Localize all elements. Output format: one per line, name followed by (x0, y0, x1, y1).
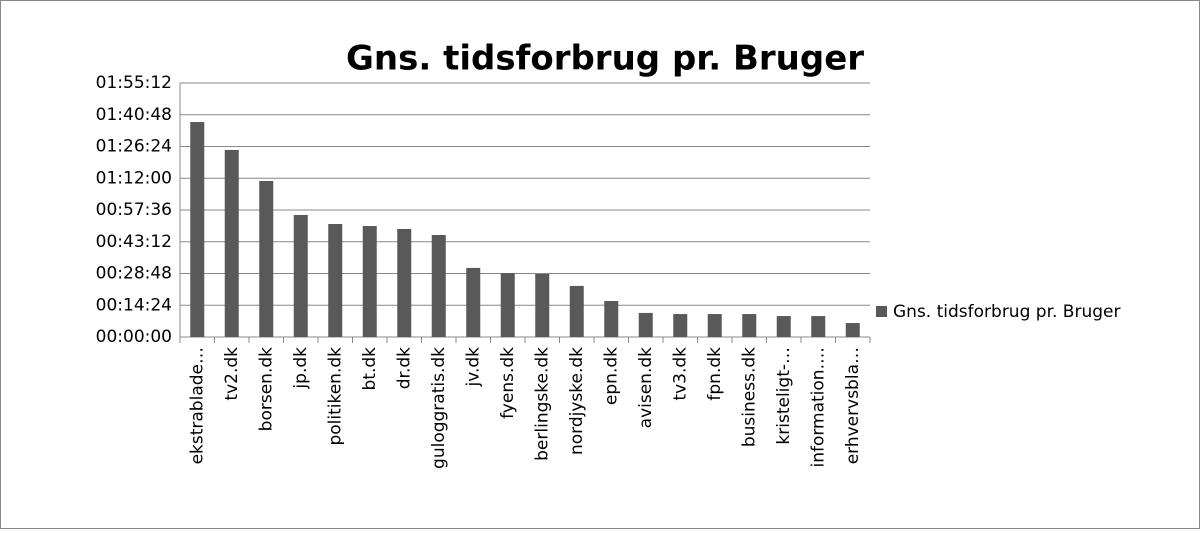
legend-swatch (876, 306, 887, 317)
x-tick-label: nordjyske.dk (567, 347, 587, 455)
bar (362, 226, 377, 337)
x-tick-label: jp.dk (291, 347, 311, 390)
bar (845, 323, 860, 337)
bar (190, 122, 205, 338)
y-tick-label: 01:12:00 (96, 168, 172, 188)
y-tick-label: 01:40:48 (96, 105, 172, 125)
x-tick-label: politiken.dk (325, 347, 345, 446)
x-tick-label: jv.dk (463, 347, 483, 388)
bar (569, 285, 584, 337)
y-tick-label: 01:55:12 (96, 73, 172, 93)
bar (500, 273, 515, 337)
x-tick-label: fpn.dk (705, 347, 725, 401)
bar (466, 267, 481, 337)
x-tick-label: avisen.dk (636, 347, 656, 428)
bar (776, 316, 791, 337)
bar (293, 214, 308, 337)
bar (259, 181, 274, 337)
bar (742, 314, 757, 337)
bar (397, 228, 412, 337)
bar (328, 224, 343, 337)
bar (811, 316, 826, 337)
legend-label: Gns. tidsforbrug pr. Bruger (893, 302, 1120, 322)
y-tick-label: 00:14:24 (96, 295, 172, 315)
bar (638, 312, 653, 337)
x-tick-label: erhvervsbla… (843, 347, 863, 464)
bar (224, 149, 239, 337)
x-tick-label: business.dk (739, 347, 759, 447)
x-tick-label: borsen.dk (256, 347, 276, 431)
bar (673, 314, 688, 337)
x-tick-label: bt.dk (360, 347, 380, 391)
bar (604, 300, 619, 337)
bar (431, 235, 446, 337)
y-tick-label: 00:00:00 (96, 327, 172, 347)
x-tick-label: information.… (808, 347, 828, 468)
x-tick-label: tv2.dk (222, 347, 242, 401)
x-tick-label: fyens.dk (498, 347, 518, 419)
bar (535, 273, 550, 337)
y-tick-label: 00:43:12 (96, 232, 172, 252)
bar (707, 314, 722, 337)
x-tick-label: epn.dk (601, 347, 621, 405)
x-tick-label: guloggratis.dk (429, 347, 449, 469)
x-tick-label: tv3.dk (670, 347, 690, 401)
x-tick-label: berlingske.dk (532, 347, 552, 461)
x-tick-label: kristeligt-… (774, 347, 794, 445)
y-tick-label: 00:28:48 (96, 264, 172, 284)
y-tick-label: 00:57:36 (96, 200, 172, 220)
y-tick-label: 01:26:24 (96, 137, 172, 157)
x-tick-label: ekstrablade… (187, 347, 207, 464)
chart-title: Gns. tidsforbrug pr. Bruger (346, 39, 864, 79)
x-tick-label: dr.dk (394, 347, 414, 389)
